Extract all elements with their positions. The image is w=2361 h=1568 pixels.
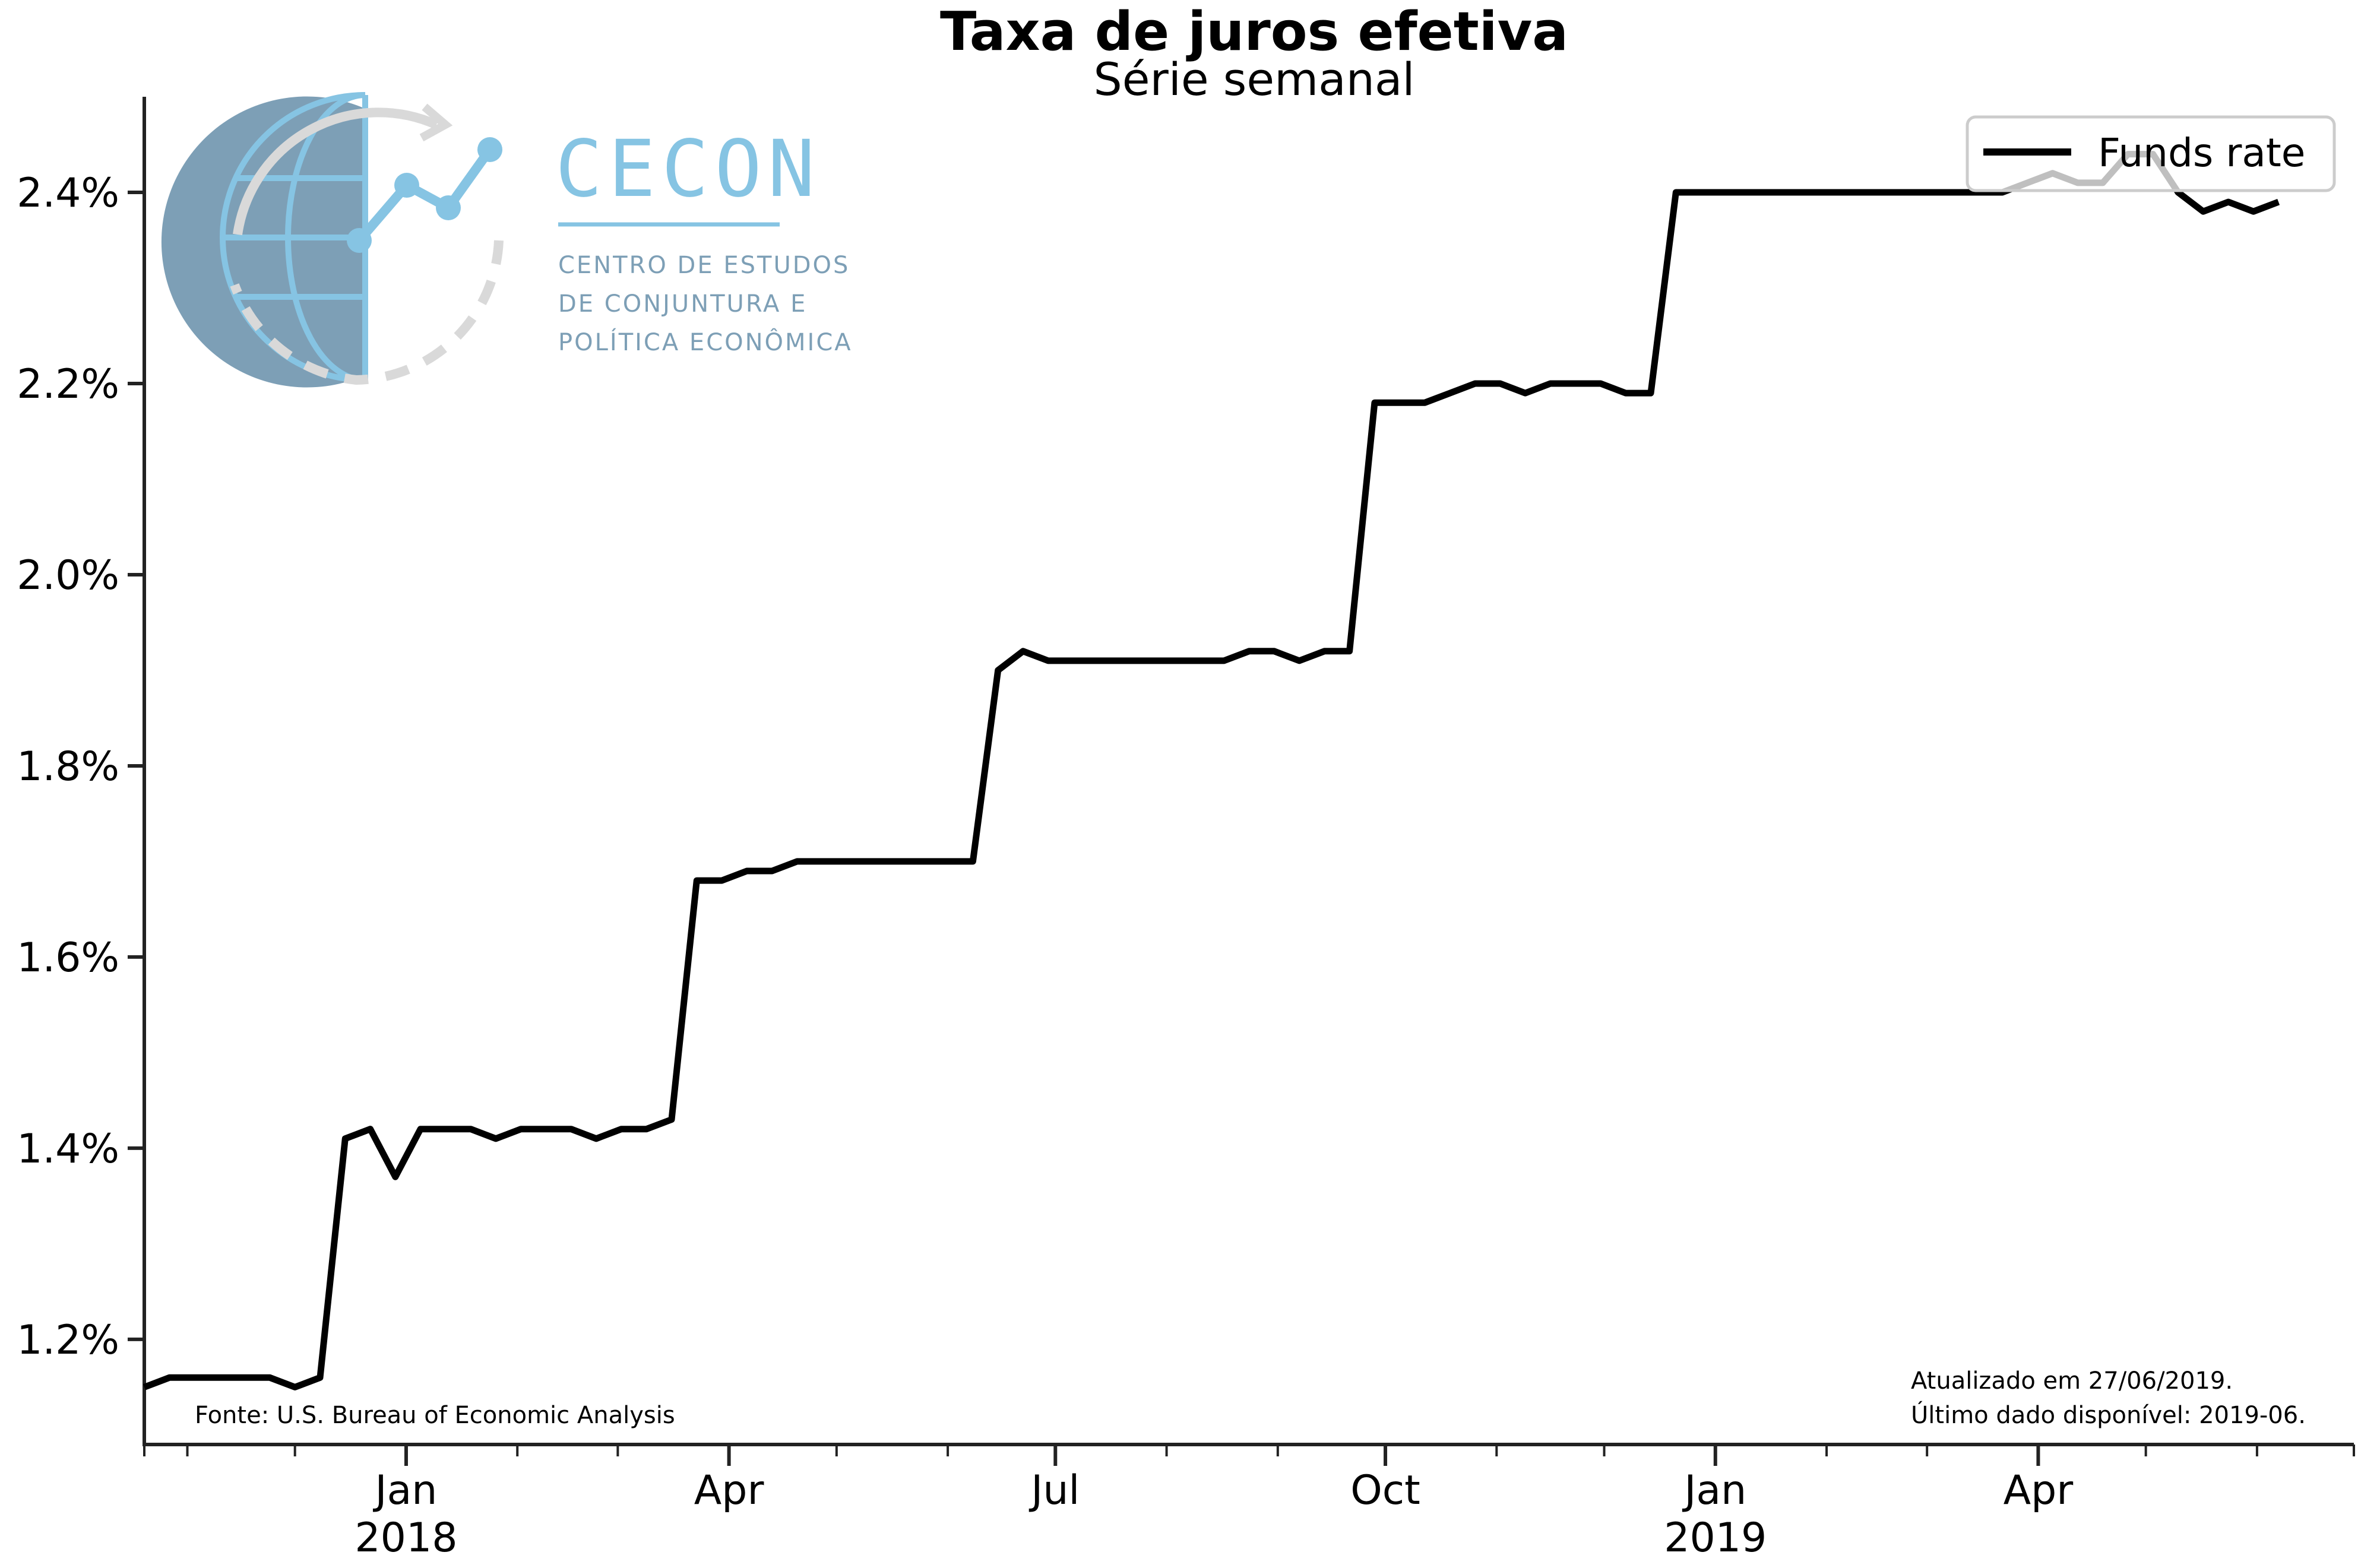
logo-line-1: CENTRO DE ESTUDOS xyxy=(558,252,850,279)
logo-line-2: DE CONJUNTURA E xyxy=(558,290,807,318)
x-tick-label: Jan xyxy=(373,1467,438,1514)
logo-line-3: POLÍTICA ECONÔMICA xyxy=(558,328,853,356)
logo-point xyxy=(477,137,502,162)
logo-point xyxy=(436,195,461,220)
logo-arrow-arc xyxy=(233,107,439,236)
x-tick-label: Apr xyxy=(2004,1467,2074,1514)
y-tick-label: 2.2% xyxy=(17,361,119,408)
logo-point xyxy=(347,228,372,253)
y-tick-label: 2.4% xyxy=(17,170,119,217)
last-data-note: Último dado disponível: 2019-06. xyxy=(1911,1401,2306,1429)
series-line-funds-rate xyxy=(143,151,2280,1390)
arrow-icon xyxy=(419,103,453,142)
updated-note: Atualizado em 27/06/2019. xyxy=(1911,1367,2233,1395)
y-tick-label: 1.6% xyxy=(17,935,119,981)
logo-trend-line xyxy=(355,147,494,244)
source-note: Fonte: U.S. Bureau of Economic Analysis xyxy=(195,1402,675,1429)
logo-name: CECON xyxy=(555,123,821,215)
y-tick-label: 1.2% xyxy=(17,1317,119,1364)
x-tick-year-label: 2019 xyxy=(1664,1515,1767,1561)
legend-box xyxy=(1966,115,2336,192)
x-tick-label: Oct xyxy=(1350,1467,1420,1514)
logo-point xyxy=(394,173,419,198)
chart-subtitle: Série semanal xyxy=(1093,53,1414,106)
x-tick-year-label: 2018 xyxy=(355,1515,457,1561)
y-tick-label: 2.0% xyxy=(17,552,119,599)
x-tick-label: Jan xyxy=(1682,1467,1746,1514)
logo-dashed-arc xyxy=(230,240,504,385)
y-axis-ticks: 1.2% 1.4% 1.6% 1.8% 2.0% 2.2% 2.4% xyxy=(17,170,144,1364)
legend-label: Funds rate xyxy=(2098,130,2305,176)
cecon-logo: CECON CENTRO DE ESTUDOS DE CONJUNTURA E … xyxy=(161,92,853,388)
y-tick-label: 1.8% xyxy=(17,743,119,790)
logo-half-globe xyxy=(161,96,365,388)
chart-title: Taxa de juros efetiva xyxy=(940,1,1568,63)
series-layer xyxy=(143,151,2280,1390)
x-tick-label: Apr xyxy=(694,1467,764,1514)
legend: Funds rate xyxy=(1966,115,2336,192)
x-tick-label: Jul xyxy=(1028,1467,1080,1514)
y-tick-label: 1.4% xyxy=(17,1126,119,1173)
